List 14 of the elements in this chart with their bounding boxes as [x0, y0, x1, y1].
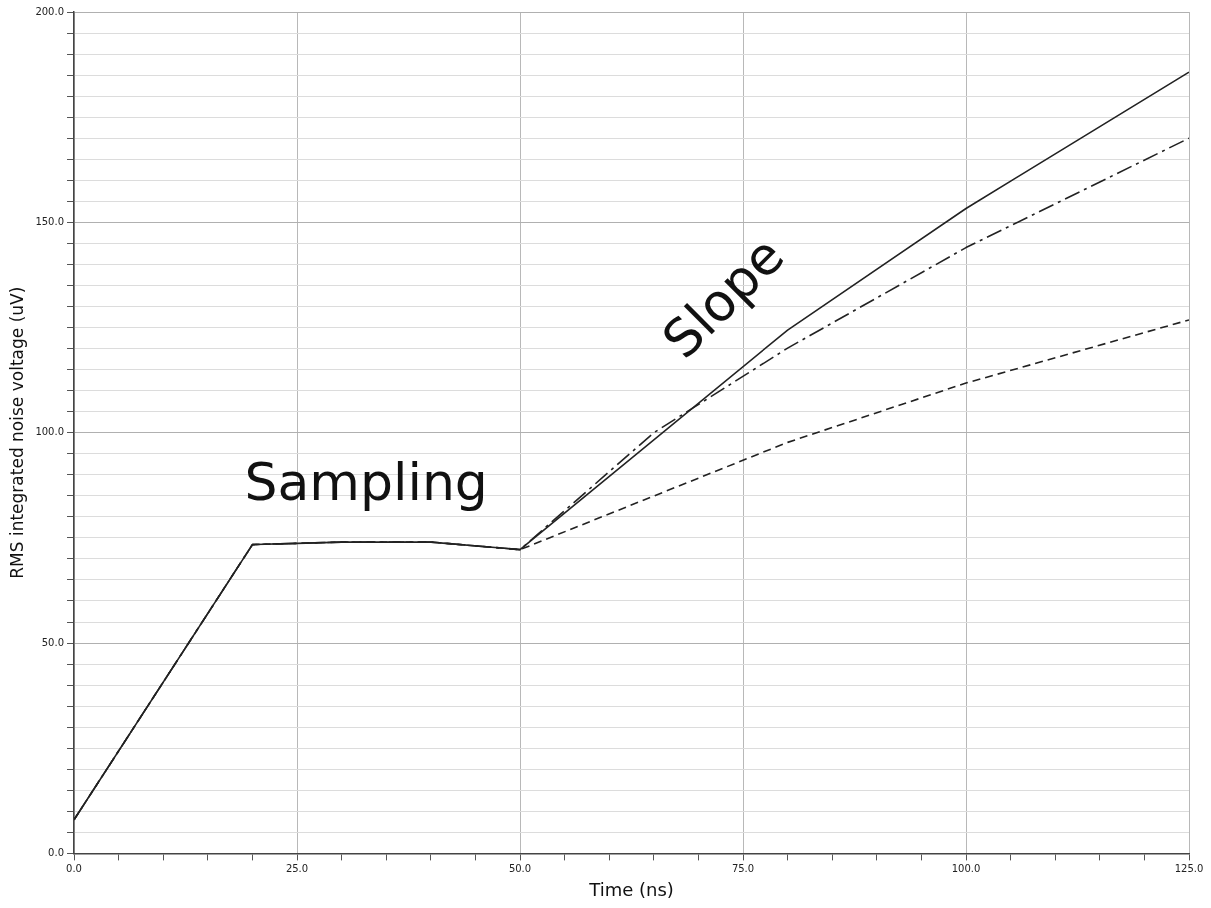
x-tick-label: 75.0	[731, 862, 755, 874]
annotation: Sampling	[244, 452, 488, 513]
y-tick-label: 0.0	[48, 846, 65, 858]
x-tick-label: 0.0	[66, 862, 82, 874]
x-axis-title: Time (ns)	[588, 878, 674, 900]
y-tick-label: 150.0	[35, 215, 65, 227]
y-tick-label: 50.0	[41, 636, 65, 648]
y-tick-label: 100.0	[35, 426, 65, 438]
x-tick-label: 125.0	[1174, 862, 1204, 874]
y-tick-label: 200.0	[35, 5, 65, 17]
x-tick-label: 25.0	[285, 862, 309, 874]
x-tick-label: 100.0	[951, 862, 981, 874]
y-axis-title: RMS integrated noise voltage (uV)	[6, 286, 27, 579]
x-tick-label: 50.0	[508, 862, 532, 874]
